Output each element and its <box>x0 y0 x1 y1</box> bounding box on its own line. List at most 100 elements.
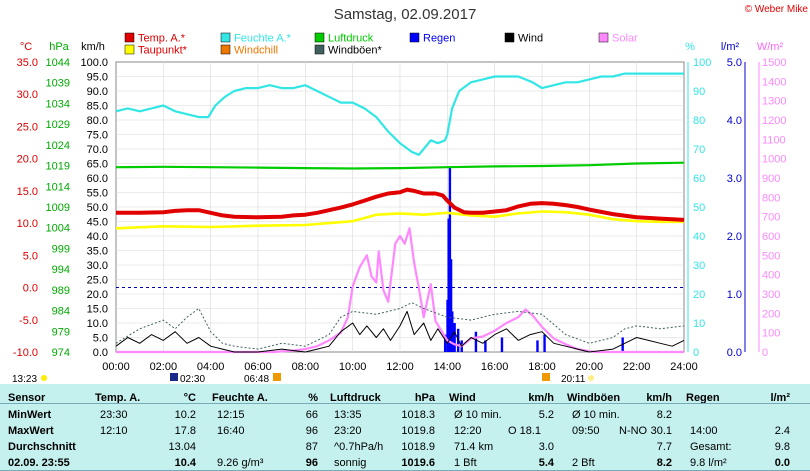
stats-cell: Gesamt: <box>690 441 732 453</box>
time-tick: 04:00 <box>197 361 225 373</box>
time-tick: 20:00 <box>576 361 604 373</box>
stats-header: Luftdruck <box>330 392 381 404</box>
temp-tick: 35.0 <box>17 57 38 69</box>
temp-axis-unit: °C <box>20 41 32 53</box>
stats-cell: 10.2 <box>174 409 196 421</box>
wind-axis-unit: km/h <box>81 41 105 53</box>
time-tick: 00:00 <box>102 361 130 373</box>
solar-tick: 400 <box>762 270 780 282</box>
stats-cell: 16:40 <box>217 425 245 437</box>
stats-cell: 9.8 <box>774 441 790 453</box>
pressure-tick: 1014 <box>46 181 70 193</box>
humidity-tick: 50 <box>693 202 705 214</box>
stats-cell: 7.7 <box>656 441 672 453</box>
sunrise-time: 06:48 <box>244 374 269 384</box>
stats-cell: 1 Bft <box>454 457 477 469</box>
stats-header: l/m² <box>770 392 790 404</box>
wind-tick: 60.0 <box>87 173 108 185</box>
wind-tick: 5.0 <box>93 333 108 345</box>
stats-cell: ^0.7hPa/h <box>334 441 384 453</box>
stats-cell: 9.26 g/m³ <box>217 457 264 469</box>
pressure-tick: 974 <box>52 347 70 359</box>
time-tick: 22:00 <box>623 361 651 373</box>
stats-header: hPa <box>414 392 435 404</box>
pressure-tick: 1009 <box>46 202 70 214</box>
solar-tick: 1200 <box>762 115 786 127</box>
stats-header: Sensor <box>8 392 46 404</box>
brand-credit: © Weber Mike <box>744 4 808 15</box>
pressure-tick: 1004 <box>46 223 70 235</box>
stats-cell: 87 <box>305 441 318 453</box>
legend-label: Solar <box>612 33 638 45</box>
rain-bar <box>453 323 456 352</box>
stats-cell: Ø 10 min. <box>572 409 620 421</box>
legend-label: Regen <box>423 33 455 45</box>
pressure-tick: 1039 <box>46 78 70 90</box>
series-line-luftdruck <box>115 161 685 170</box>
stats-cell: 2.4 <box>774 425 790 437</box>
humidity-axis-unit: % <box>685 41 695 53</box>
moonset-icon <box>170 373 178 381</box>
stats-cell: 17.8 <box>174 425 196 437</box>
wind-tick: 50.0 <box>87 202 108 214</box>
humidity-tick: 20 <box>693 289 705 301</box>
wind-tick: 40.0 <box>87 231 108 243</box>
pressure-tick: 1044 <box>46 57 70 69</box>
legend-label: Taupunkt* <box>138 45 188 57</box>
solar-tick: 1400 <box>762 76 786 88</box>
stats-cell: 30.1 <box>650 425 672 437</box>
stats-cell: 10.4 <box>174 457 196 469</box>
legend-label: Wind <box>518 33 543 45</box>
pressure-axis-unit: hPa <box>49 41 69 53</box>
stats-cell: 1019.6 <box>401 457 435 469</box>
stats-cell: 1018.9 <box>401 441 435 453</box>
rain-tick: 2.0 <box>727 231 742 243</box>
time-tick: 08:00 <box>292 361 320 373</box>
legend-label: Windchill <box>234 45 278 57</box>
solar-axis-unit: W/m² <box>757 41 784 53</box>
series-line-feuchte-a <box>115 72 684 156</box>
wind-tick: 65.0 <box>87 159 108 171</box>
pressure-tick: 979 <box>52 326 70 338</box>
temp-tick: 10.0 <box>17 218 38 230</box>
solar-tick: 500 <box>762 250 780 262</box>
rain-tick: 1.0 <box>727 289 742 301</box>
stats-row-label: MaxWert <box>8 425 54 437</box>
legend-label: Luftdruck <box>328 33 374 45</box>
rain-tick: 4.0 <box>727 115 742 127</box>
pressure-tick: 994 <box>52 264 70 276</box>
legend-swatch <box>124 44 135 55</box>
solar-tick: 1000 <box>762 154 786 166</box>
stats-cell: 0.0 <box>774 457 790 469</box>
humidity-tick: 40 <box>693 231 705 243</box>
solar-tick: 100 <box>762 328 780 340</box>
legend-label: Windböen* <box>328 45 383 57</box>
wind-tick: 35.0 <box>87 246 108 258</box>
wind-tick: 15.0 <box>87 304 108 316</box>
rain-bar <box>484 340 487 352</box>
moon-icon <box>41 375 47 381</box>
temp-tick: 5.0 <box>23 250 38 262</box>
wind-tick: 75.0 <box>87 130 108 142</box>
temp-tick: -10.0 <box>13 347 38 359</box>
pressure-tick: 999 <box>52 243 70 255</box>
temp-tick: 20.0 <box>17 154 38 166</box>
wind-tick: 90.0 <box>87 86 108 98</box>
rain-tick: 3.0 <box>727 173 742 185</box>
stats-cell: 1019.8 <box>401 425 435 437</box>
stats-row-label: MinWert <box>8 409 52 421</box>
stats-cell: N-NO <box>619 425 648 437</box>
solar-tick: 200 <box>762 308 780 320</box>
stats-cell: 12:10 <box>100 425 128 437</box>
wind-tick: 100.0 <box>80 57 108 69</box>
stats-cell: 8.2 <box>656 457 672 469</box>
wind-tick: 30.0 <box>87 260 108 272</box>
solar-tick: 1500 <box>762 57 786 69</box>
humidity-tick: 30 <box>693 260 705 272</box>
stats-cell: 96 <box>305 425 318 437</box>
solar-tick: 300 <box>762 289 780 301</box>
legend-swatch <box>124 32 135 43</box>
moonset-time: 02:30 <box>180 374 205 384</box>
pressure-tick: 1019 <box>46 161 70 173</box>
